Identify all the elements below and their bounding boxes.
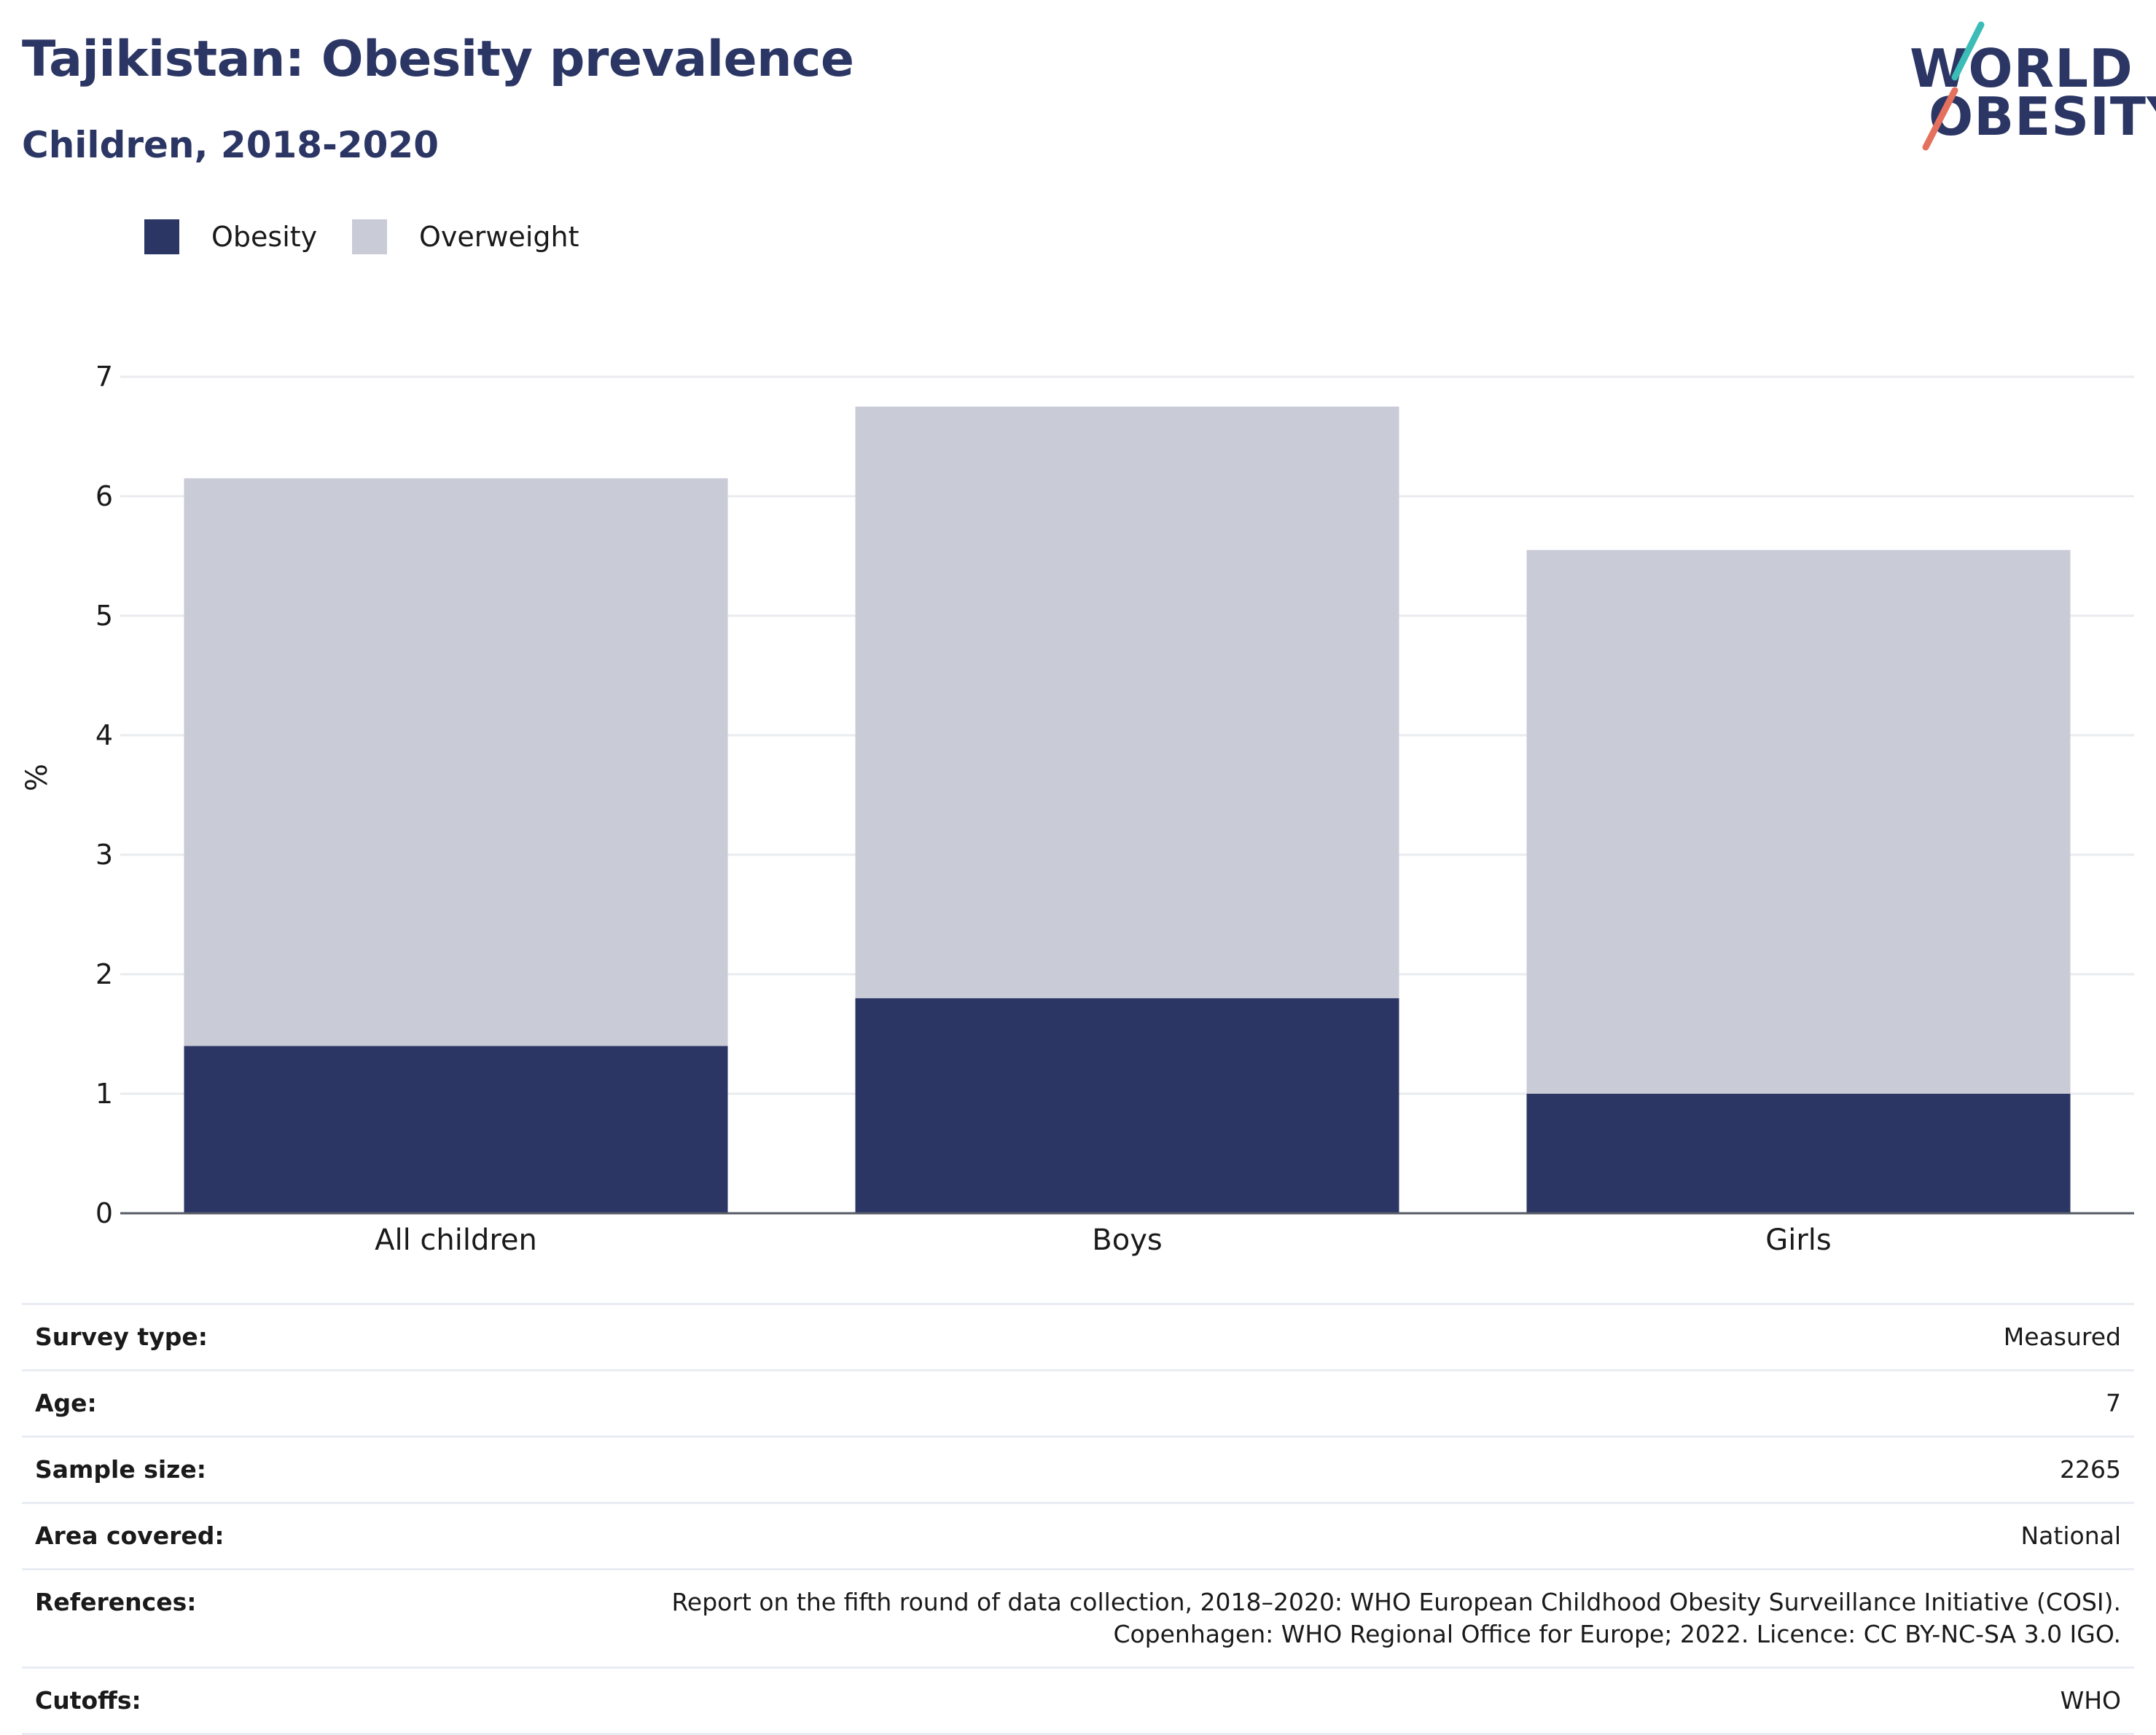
info-row-area-covered: Area covered: National [22,1502,2134,1568]
x-tick-label: All children [375,1223,537,1257]
bar-obesity [1526,1094,2071,1213]
info-value: Report on the fifth round of data collec… [671,1588,2121,1648]
legend-swatch-overweight [352,219,387,254]
info-row-references: References: Report on the fifth round of… [22,1568,2134,1667]
bar-obesity [184,1046,728,1213]
bar-chart: 0 1 2 3 4 5 6 7 All children Boys Girls [95,361,2134,1257]
info-row-cutoffs: Cutoffs: WHO [22,1667,2134,1735]
info-label: Area covered: [35,1521,224,1550]
info-label: Survey type: [35,1323,208,1351]
y-tick-label: 1 [95,1078,113,1110]
y-tick-label: 0 [95,1197,113,1229]
info-value: Measured [2003,1323,2121,1351]
info-value: 7 [2106,1389,2121,1417]
chart-title: Tajikistan: Obesity prevalence [22,31,854,88]
info-label: References: [35,1588,197,1616]
legend-swatch-obesity [144,219,179,254]
info-row-sample-size: Sample size: 2265 [22,1436,2134,1502]
info-label: Sample size: [35,1455,206,1484]
x-tick-label: Girls [1765,1223,1832,1257]
info-row-survey-type: Survey type: Measured [22,1303,2134,1369]
legend-label-overweight: Overweight [419,221,579,253]
y-tick-label: 5 [95,600,113,632]
info-label: Cutoffs: [35,1686,141,1715]
info-label: Age: [35,1389,97,1417]
chart-subtitle: Children, 2018-2020 [22,124,439,166]
info-value: 2265 [2060,1455,2121,1484]
y-tick-label: 4 [95,719,113,751]
info-row-age: Age: 7 [22,1369,2134,1436]
survey-info-table: Survey type: Measured Age: 7 Sample size… [22,1303,2134,1735]
info-value: WHO [2060,1686,2121,1715]
y-tick-label: 2 [95,958,113,990]
logo-text-line2: OBESITY [1929,86,2156,147]
y-tick-label: 3 [95,839,113,871]
y-tick-label: 6 [95,480,113,512]
bar-obesity [855,998,1399,1213]
logo-text-line1: WORLD [1910,38,2133,99]
x-tick-label: Boys [1092,1223,1162,1257]
info-value: National [2020,1521,2121,1550]
world-obesity-logo: WORLD OBESITY [1902,20,2156,152]
legend-label-obesity: Obesity [211,221,318,253]
bar-overweight [855,407,1399,998]
logo-slash-icon [1922,21,1985,151]
bar-overweight [184,478,728,1046]
bar-overweight [1526,549,2071,1094]
y-tick-label: 7 [95,361,113,393]
